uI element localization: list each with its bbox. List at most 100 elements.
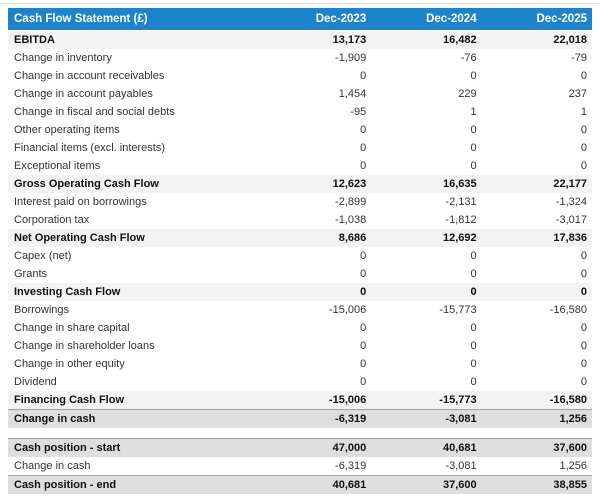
cell-value: 229 bbox=[458, 88, 477, 100]
table-row: Net Operating Cash Flow 8,686 12,692 17,836 bbox=[8, 229, 592, 247]
table-row: Borrowings -15,006 -15,773 -16,580 bbox=[8, 301, 592, 319]
row-label: Net Operating Cash Flow bbox=[8, 229, 261, 247]
cell-value: -15,773 bbox=[439, 304, 477, 316]
cell-value: -2,899 bbox=[335, 196, 367, 208]
row-label: Change in account receivables bbox=[14, 70, 165, 82]
cell-value: 0 bbox=[360, 124, 367, 136]
cell-value: 0 bbox=[580, 160, 587, 172]
row-label: Corporation tax bbox=[14, 214, 90, 226]
table-row: EBITDA 13,173 16,482 22,018 bbox=[8, 30, 592, 49]
cell-value: -1,909 bbox=[335, 52, 367, 64]
row-label: Interest paid on borrowings bbox=[14, 196, 147, 208]
cell-value: 0 bbox=[580, 340, 587, 352]
cell-value: 22,177 bbox=[481, 175, 592, 193]
row-label: Borrowings bbox=[14, 304, 70, 316]
column-header-dec-2023: Dec-2023 bbox=[260, 8, 372, 31]
cell-value: 37,600 bbox=[481, 438, 592, 457]
row-label: Change in share capital bbox=[14, 322, 130, 334]
cell-value: 0 bbox=[580, 376, 587, 388]
cell-value: -16,580 bbox=[549, 304, 587, 316]
cell-value: 0 bbox=[580, 70, 587, 82]
row-label: Change in inventory bbox=[14, 52, 112, 64]
cell-value: 0 bbox=[470, 142, 477, 154]
cell-value: 13,173 bbox=[260, 30, 372, 49]
table-row: Change in account receivables 0 0 0 bbox=[8, 67, 592, 85]
table-row: Change in other equity 0 0 0 bbox=[8, 355, 592, 373]
cell-value: 0 bbox=[580, 268, 587, 280]
cell-value: -79 bbox=[571, 52, 587, 64]
cell-value: 17,836 bbox=[481, 229, 592, 247]
cell-value: 38,855 bbox=[481, 475, 592, 494]
cell-value: 1,256 bbox=[481, 409, 592, 428]
row-label: Investing Cash Flow bbox=[8, 283, 261, 301]
row-label: Change in other equity bbox=[14, 358, 125, 370]
cell-value: 0 bbox=[470, 160, 477, 172]
cell-value: 0 bbox=[470, 376, 477, 388]
row-label: Change in shareholder loans bbox=[14, 340, 155, 352]
row-label: Capex (net) bbox=[14, 250, 72, 262]
cell-value: -6,319 bbox=[260, 409, 372, 428]
cell-value: 0 bbox=[580, 250, 587, 262]
cell-value: 0 bbox=[580, 142, 587, 154]
cell-value: 16,482 bbox=[371, 30, 482, 49]
cell-value: 0 bbox=[260, 283, 372, 301]
cell-value: 1,256 bbox=[559, 460, 587, 472]
column-header-dec-2024: Dec-2024 bbox=[371, 8, 482, 31]
cell-value: 16,635 bbox=[371, 175, 482, 193]
column-header-dec-2025: Dec-2025 bbox=[481, 8, 592, 31]
row-label: Financial items (excl. interests) bbox=[14, 142, 165, 154]
spacer-row bbox=[8, 428, 592, 439]
cell-value: 12,692 bbox=[371, 229, 482, 247]
cell-value: -95 bbox=[350, 106, 367, 118]
cell-value: -3,081 bbox=[371, 409, 482, 428]
table-row: Cash position - start 47,000 40,681 37,600 bbox=[8, 438, 592, 457]
cell-value: 0 bbox=[360, 376, 367, 388]
cell-value: 0 bbox=[470, 250, 477, 262]
table-row: Financing Cash Flow -15,006 -15,773 -16,580 bbox=[8, 391, 592, 410]
cell-value: 1,454 bbox=[338, 88, 367, 100]
table-row: Change in cash -6,319 -3,081 1,256 bbox=[8, 457, 592, 476]
cell-value: 0 bbox=[371, 283, 482, 301]
table-row: Investing Cash Flow 0 0 0 bbox=[8, 283, 592, 301]
table-row: Corporation tax -1,038 -1,812 -3,017 bbox=[8, 211, 592, 229]
cell-value: 0 bbox=[360, 160, 367, 172]
cell-value: -15,006 bbox=[328, 304, 367, 316]
cell-value: 47,000 bbox=[260, 438, 372, 457]
cell-value: -1,812 bbox=[445, 214, 477, 226]
table-row: Change in cash -6,319 -3,081 1,256 bbox=[8, 409, 592, 428]
cell-value: 1 bbox=[580, 106, 587, 118]
row-label: Exceptional items bbox=[14, 160, 101, 172]
cell-value: -1,038 bbox=[335, 214, 367, 226]
cell-value: -6,319 bbox=[335, 460, 367, 472]
table-title: Cash Flow Statement (£) bbox=[8, 8, 261, 31]
table-row: Other operating items 0 0 0 bbox=[8, 121, 592, 139]
cell-value: 0 bbox=[470, 268, 477, 280]
cell-value: 0 bbox=[580, 124, 587, 136]
cash-flow-statement-table: Cash Flow Statement (£) Dec-2023 Dec-202… bbox=[8, 8, 592, 494]
row-label: Dividend bbox=[14, 376, 57, 388]
cell-value: 22,018 bbox=[481, 30, 592, 49]
cell-value: 40,681 bbox=[260, 475, 372, 494]
cell-value: 0 bbox=[470, 358, 477, 370]
cell-value: 0 bbox=[360, 358, 367, 370]
row-label: EBITDA bbox=[8, 30, 261, 49]
cell-value: 8,686 bbox=[260, 229, 372, 247]
cell-value: 0 bbox=[580, 358, 587, 370]
table-row: Financial items (excl. interests) 0 0 0 bbox=[8, 139, 592, 157]
table-row: Gross Operating Cash Flow 12,623 16,635 22,… bbox=[8, 175, 592, 193]
row-label: Change in fiscal and social debts bbox=[14, 106, 175, 118]
cell-value: -3,017 bbox=[555, 214, 587, 226]
table-row: Change in fiscal and social debts -95 1 1 bbox=[8, 103, 592, 121]
cell-value: 40,681 bbox=[371, 438, 482, 457]
row-label: Change in cash bbox=[8, 409, 261, 428]
row-label: Grants bbox=[14, 268, 48, 280]
row-label: Financing Cash Flow bbox=[8, 391, 261, 410]
cell-value: -76 bbox=[460, 52, 477, 64]
cell-value: 0 bbox=[360, 322, 367, 334]
row-label: Cash position - end bbox=[8, 475, 261, 494]
cell-value: -15,006 bbox=[260, 391, 372, 410]
table-header: Cash Flow Statement (£) Dec-2023 Dec-202… bbox=[8, 8, 592, 31]
cell-value: -15,773 bbox=[371, 391, 482, 410]
table-row: Change in account payables 1,454 229 237 bbox=[8, 85, 592, 103]
cell-value: 0 bbox=[481, 283, 592, 301]
